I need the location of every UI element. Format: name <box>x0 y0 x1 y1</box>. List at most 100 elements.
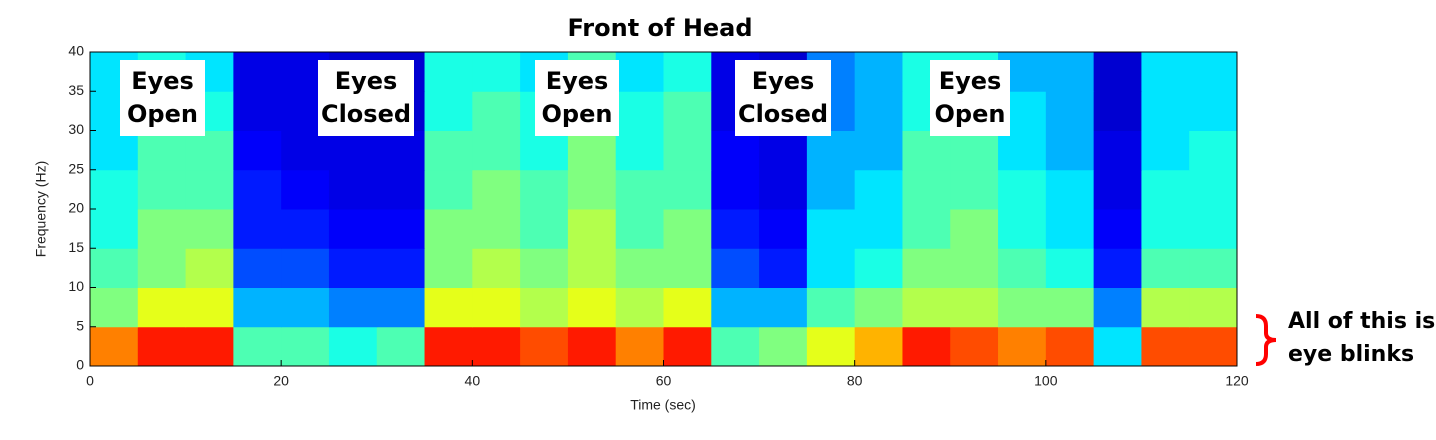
heatmap-cell <box>376 287 426 328</box>
heatmap-cell <box>1093 169 1142 210</box>
heatmap-cell <box>615 130 664 171</box>
heatmap-cell <box>185 169 234 210</box>
heatmap-cell <box>472 287 521 328</box>
heatmap-cell <box>759 287 808 328</box>
heatmap-cell <box>1045 209 1095 249</box>
y-tick-label: 40 <box>68 43 84 59</box>
heatmap-cell <box>1189 169 1238 210</box>
heatmap-cell <box>759 130 808 171</box>
heatmap-cell <box>520 326 569 367</box>
heatmap-cell <box>759 169 808 210</box>
heatmap-cell <box>1141 91 1190 131</box>
heatmap-cell <box>567 326 617 367</box>
heatmap-cell <box>281 169 330 210</box>
heatmap-cell <box>90 248 139 288</box>
heatmap-cell <box>185 326 234 367</box>
heatmap-cell <box>1141 130 1190 171</box>
heatmap-cell <box>1093 287 1142 328</box>
heatmap-cell <box>424 52 473 92</box>
heatmap-cell <box>1189 287 1238 328</box>
heatmap-cell <box>854 287 903 328</box>
heatmap-cell <box>759 326 808 367</box>
heatmap-cell <box>854 326 903 367</box>
x-tick-label: 80 <box>847 373 863 389</box>
annotation-text: Eyes <box>546 67 609 95</box>
heatmap-cell <box>376 130 426 171</box>
heatmap-cell <box>281 248 330 288</box>
heatmap-cell <box>1189 326 1238 367</box>
heatmap-cell <box>1093 52 1142 92</box>
heatmap-cell <box>950 130 999 171</box>
heatmap <box>90 52 1238 367</box>
heatmap-cell <box>663 169 712 210</box>
heatmap-cell <box>902 326 951 367</box>
heatmap-cell <box>472 248 521 288</box>
heatmap-cell <box>567 248 617 288</box>
heatmap-cell <box>663 287 712 328</box>
heatmap-cell <box>806 248 856 288</box>
heatmap-cell <box>950 326 999 367</box>
heatmap-cell <box>328 248 378 288</box>
heatmap-cell <box>520 130 569 171</box>
heatmap-cell <box>1045 169 1095 210</box>
heatmap-cell <box>567 130 617 171</box>
heatmap-cell <box>998 169 1047 210</box>
heatmap-cell <box>1045 326 1095 367</box>
heatmap-cell <box>281 326 330 367</box>
heatmap-cell <box>424 326 473 367</box>
heatmap-cell <box>663 209 712 249</box>
y-tick-label: 10 <box>68 278 84 294</box>
heatmap-cell <box>950 169 999 210</box>
heatmap-cell <box>472 169 521 210</box>
heatmap-cell <box>520 287 569 328</box>
heatmap-cell <box>663 248 712 288</box>
heatmap-cell <box>711 209 760 249</box>
heatmap-cell <box>137 287 187 328</box>
annotation-text: Open <box>542 100 613 128</box>
heatmap-cell <box>663 91 712 131</box>
heatmap-cell <box>759 248 808 288</box>
heatmap-cell <box>472 326 521 367</box>
y-tick-label: 30 <box>68 121 84 137</box>
annotation-box <box>735 60 831 136</box>
heatmap-cell <box>1093 209 1142 249</box>
heatmap-cell <box>233 52 282 92</box>
heatmap-cell <box>950 248 999 288</box>
heatmap-cell <box>424 169 473 210</box>
x-tick-label: 0 <box>86 373 94 389</box>
heatmap-cell <box>233 169 282 210</box>
annotation-box <box>120 60 205 136</box>
heatmap-cell <box>854 130 903 171</box>
heatmap-cell <box>902 248 951 288</box>
y-tick-label: 15 <box>68 239 84 255</box>
heatmap-cell <box>711 287 760 328</box>
annotation-text: Closed <box>738 100 828 128</box>
heatmap-cell <box>328 169 378 210</box>
heatmap-cell <box>233 91 282 131</box>
heatmap-cell <box>615 91 664 131</box>
heatmap-cell <box>615 209 664 249</box>
heatmap-cell <box>90 287 139 328</box>
chart-title: Front of Head <box>567 14 752 42</box>
heatmap-cell <box>281 287 330 328</box>
heatmap-cell <box>902 130 951 171</box>
heatmap-cell <box>233 248 282 288</box>
heatmap-cell <box>233 209 282 249</box>
heatmap-cell <box>1045 248 1095 288</box>
heatmap-cell <box>806 209 856 249</box>
heatmap-cell <box>615 287 664 328</box>
heatmap-cell <box>615 326 664 367</box>
heatmap-cell <box>663 326 712 367</box>
heatmap-cell <box>1141 326 1190 367</box>
heatmap-cell <box>711 169 760 210</box>
heatmap-cell <box>137 130 187 171</box>
heatmap-cell <box>137 248 187 288</box>
heatmap-cell <box>854 248 903 288</box>
heatmap-cell <box>902 287 951 328</box>
heatmap-cell <box>328 130 378 171</box>
heatmap-cell <box>567 169 617 210</box>
overlay <box>89 51 1238 367</box>
heatmap-cell <box>1189 209 1238 249</box>
heatmap-cell <box>424 91 473 131</box>
